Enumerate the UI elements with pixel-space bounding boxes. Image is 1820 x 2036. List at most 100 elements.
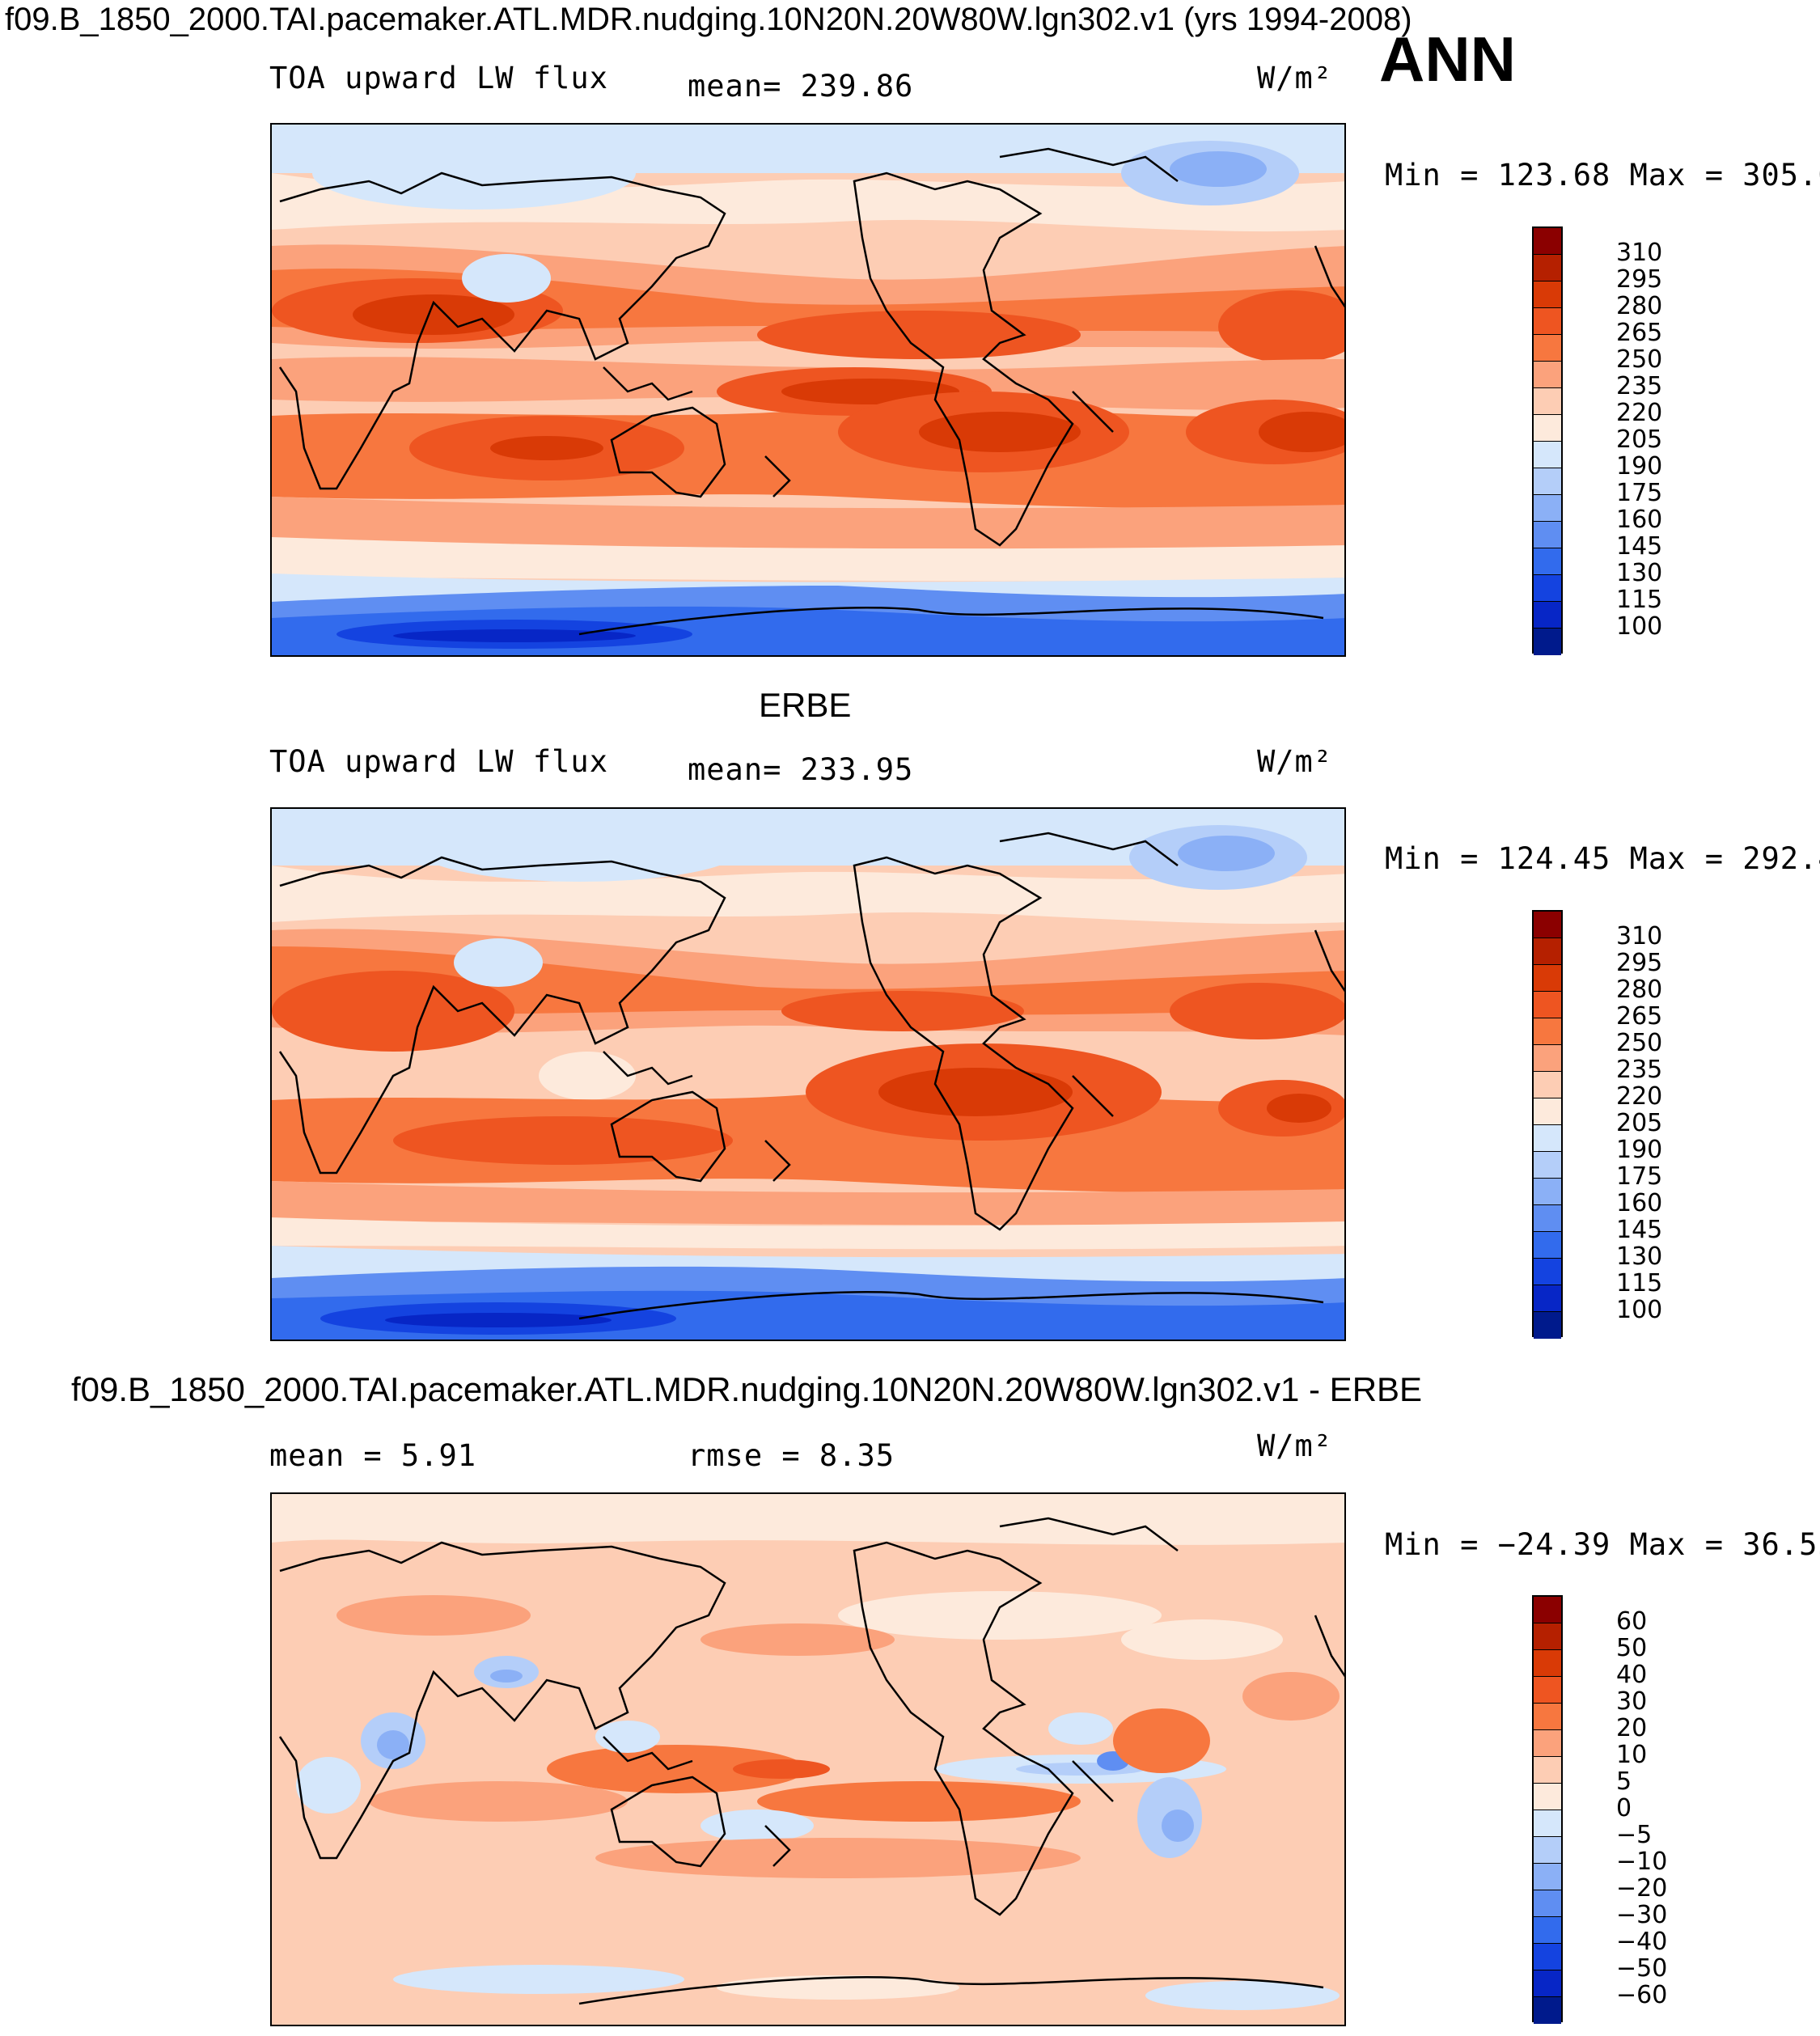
colorbar-cell <box>1534 1623 1561 1650</box>
colorbar-tick-label: 100 <box>1616 1296 1663 1324</box>
colorbar-cell <box>1534 1837 1561 1864</box>
colorbar-tick-label: 145 <box>1616 532 1663 561</box>
colorbar-cell <box>1534 1312 1561 1339</box>
colorbar-cell <box>1534 388 1561 415</box>
colorbar-cell <box>1534 1864 1561 1890</box>
colorbar-tick-label: 295 <box>1616 265 1663 294</box>
colorbar-cell <box>1534 362 1561 388</box>
colorbar-tick-label: 20 <box>1616 1714 1648 1742</box>
colorbar-cell <box>1534 1259 1561 1285</box>
colorbar-cell <box>1534 965 1561 992</box>
colorbar-cell <box>1534 1205 1561 1232</box>
colorbar-tick-label: −10 <box>1616 1848 1668 1876</box>
colorbar-cell <box>1534 1810 1561 1837</box>
panel1-variable: TOA upward LW flux <box>269 61 608 95</box>
panel3-rmse: rmse = 8.35 <box>688 1438 895 1473</box>
panel3-map-svg <box>272 1494 1344 2025</box>
colorbar-cell <box>1534 1650 1561 1677</box>
panel1-minmax: Min = 123.68 Max = 305.08 <box>1385 158 1820 193</box>
colorbar-tick-label: 280 <box>1616 976 1663 1004</box>
colorbar-tick-label: −30 <box>1616 1901 1668 1929</box>
colorbar-cell <box>1534 1677 1561 1704</box>
colorbar-cell <box>1534 1597 1561 1623</box>
colorbar-cell <box>1534 522 1561 548</box>
panel3-units: W/m² <box>1257 1429 1333 1463</box>
colorbar-cell <box>1534 1285 1561 1312</box>
colorbar-tick-label: 5 <box>1616 1767 1632 1796</box>
figure-title: f09.B_1850_2000.TAI.pacemaker.ATL.MDR.nu… <box>5 2 1412 37</box>
colorbar-cell <box>1534 1018 1561 1045</box>
panel3-map <box>270 1492 1346 2026</box>
panel2-minmax: Min = 124.45 Max = 292.40 <box>1385 841 1820 876</box>
colorbar-cell <box>1534 281 1561 308</box>
panel3-minmax: Min = −24.39 Max = 36.55 <box>1385 1527 1820 1562</box>
colorbar-tick-label: 50 <box>1616 1634 1648 1662</box>
colorbar-cell <box>1534 1757 1561 1784</box>
panel1-map <box>270 123 1346 657</box>
colorbar-tick-label: 190 <box>1616 1136 1663 1164</box>
panel1-mean: mean= 239.86 <box>688 69 914 104</box>
colorbar-cell <box>1534 1232 1561 1259</box>
colorbar-cell <box>1534 495 1561 522</box>
panel3-mean: mean = 5.91 <box>269 1438 477 1473</box>
season-label: ANN <box>1379 23 1516 95</box>
colorbar-tick-label: 130 <box>1616 1242 1663 1271</box>
colorbar-tick-label: −50 <box>1616 1954 1668 1983</box>
colorbar-cell <box>1534 308 1561 335</box>
colorbar-cell <box>1534 1730 1561 1757</box>
colorbar-cell <box>1534 992 1561 1018</box>
colorbar-cell <box>1534 1890 1561 1917</box>
colorbar-tick-label: 60 <box>1616 1607 1648 1636</box>
colorbar-cell <box>1534 1125 1561 1152</box>
colorbar-cell <box>1534 1997 1561 2024</box>
colorbar-tick-label: 220 <box>1616 399 1663 427</box>
panel2-colorbar <box>1532 910 1563 1339</box>
colorbar-tick-label: 265 <box>1616 1002 1663 1031</box>
colorbar-tick-label: 115 <box>1616 586 1663 614</box>
colorbar-cell <box>1534 912 1561 938</box>
colorbar-tick-label: 130 <box>1616 559 1663 587</box>
colorbar-cell <box>1534 548 1561 575</box>
colorbar-tick-label: 175 <box>1616 479 1663 507</box>
colorbar-cell <box>1534 1152 1561 1179</box>
colorbar-tick-label: 250 <box>1616 345 1663 374</box>
colorbar-tick-label: −40 <box>1616 1928 1668 1956</box>
colorbar-tick-label: 220 <box>1616 1082 1663 1111</box>
colorbar-cell <box>1534 602 1561 629</box>
panel2-heading: ERBE <box>759 686 852 724</box>
colorbar-cell <box>1534 1098 1561 1125</box>
colorbar-cell <box>1534 442 1561 468</box>
colorbar-tick-label: 190 <box>1616 452 1663 480</box>
panel2-mean: mean= 233.95 <box>688 752 914 787</box>
colorbar-tick-label: 205 <box>1616 425 1663 454</box>
colorbar-cell <box>1534 228 1561 255</box>
colorbar-cell <box>1534 575 1561 602</box>
panel2-map-svg <box>272 809 1344 1340</box>
colorbar-tick-label: 145 <box>1616 1216 1663 1244</box>
colorbar-cell <box>1534 1917 1561 1944</box>
colorbar-tick-label: −5 <box>1616 1821 1653 1849</box>
panel3-heading: f09.B_1850_2000.TAI.pacemaker.ATL.MDR.nu… <box>71 1370 1423 1408</box>
colorbar-tick-label: 30 <box>1616 1687 1648 1716</box>
colorbar-tick-label: 250 <box>1616 1029 1663 1057</box>
colorbar-tick-label: 160 <box>1616 1189 1663 1217</box>
colorbar-tick-label: 310 <box>1616 239 1663 267</box>
colorbar-tick-label: −60 <box>1616 1981 1668 2009</box>
colorbar-cell <box>1534 629 1561 655</box>
colorbar-tick-label: 10 <box>1616 1741 1648 1769</box>
colorbar-tick-label: 235 <box>1616 372 1663 400</box>
colorbar-tick-label: 295 <box>1616 949 1663 977</box>
colorbar-tick-label: 160 <box>1616 506 1663 534</box>
panel2-map <box>270 807 1346 1341</box>
panel1-map-svg <box>272 125 1344 655</box>
colorbar-tick-label: −20 <box>1616 1874 1668 1903</box>
colorbar-cell <box>1534 1072 1561 1098</box>
colorbar-cell <box>1534 938 1561 965</box>
colorbar-tick-label: 40 <box>1616 1661 1648 1689</box>
colorbar-cell <box>1534 468 1561 495</box>
colorbar-tick-label: 115 <box>1616 1269 1663 1297</box>
colorbar-cell <box>1534 415 1561 442</box>
colorbar-tick-label: 175 <box>1616 1162 1663 1191</box>
colorbar-cell <box>1534 1784 1561 1810</box>
colorbar-cell <box>1534 335 1561 362</box>
